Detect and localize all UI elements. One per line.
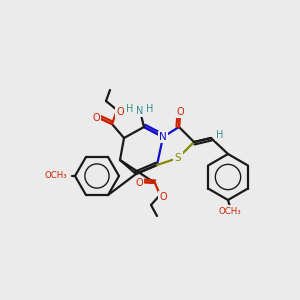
- Text: O: O: [176, 107, 184, 117]
- Text: N: N: [136, 106, 144, 116]
- Text: H: H: [146, 104, 154, 114]
- Text: N: N: [159, 132, 167, 142]
- Text: OCH₃: OCH₃: [219, 206, 242, 215]
- Text: O: O: [135, 178, 143, 188]
- Text: S: S: [175, 153, 181, 163]
- Text: OCH₃: OCH₃: [44, 172, 67, 181]
- Text: H: H: [216, 130, 224, 140]
- Text: O: O: [92, 113, 100, 123]
- Text: O: O: [116, 107, 124, 117]
- Text: O: O: [159, 192, 167, 202]
- Text: H: H: [126, 104, 134, 114]
